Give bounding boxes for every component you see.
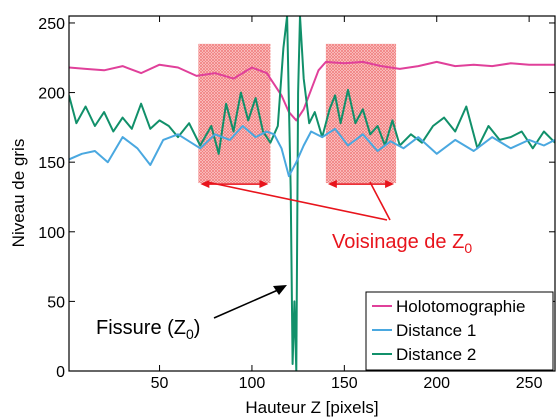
series-lines: [69, 16, 555, 371]
range-arrow-head-left-2: [327, 180, 337, 189]
range-arrow-head-right-1: [259, 180, 269, 189]
y-tick-label-100: 100: [38, 225, 65, 242]
fissure-arrow-head: [273, 285, 287, 295]
fissure-label-main: Fissure (Z: [96, 317, 186, 339]
range-arrow-head-right-2: [385, 180, 395, 189]
fissure-label-close: ): [194, 317, 201, 339]
y-tick-label-0: 0: [56, 364, 65, 381]
y-axis-title: Niveau de gris: [9, 139, 28, 248]
voisinage-label: Voisinage de Z0: [332, 231, 472, 256]
fissure-annotation: Fissure (Z0): [96, 285, 287, 342]
voisinage-arrow-left: [206, 181, 388, 221]
voisinage-arrow-right: [369, 181, 391, 221]
legend: Holotomographie Distance 1 Distance 2: [365, 291, 554, 371]
y-tick-label-150: 150: [38, 155, 65, 172]
range-arrow-head-left-1: [200, 180, 210, 189]
fissure-label-sub: 0: [186, 326, 194, 342]
series-line-distance2: [69, 16, 555, 371]
voisinage-annotation: Voisinage de Z0: [200, 180, 472, 256]
x-tick-label-250: 250: [516, 375, 543, 392]
x-axis-title: Hauteur Z [pixels]: [245, 398, 378, 417]
plot-frame: [68, 15, 556, 372]
voisinage-label-main: Voisinage de Z: [332, 231, 464, 253]
legend-label-distance2: Distance 2: [396, 345, 476, 364]
series-line-distance1: [69, 125, 555, 178]
fissure-label: Fissure (Z0): [96, 317, 200, 342]
range-arrows: [200, 180, 395, 189]
y-tick-label-50: 50: [47, 294, 65, 311]
y-tick-label-250: 250: [38, 16, 65, 33]
y-tick-label-200: 200: [38, 86, 65, 103]
x-tick-label-50: 50: [151, 375, 169, 392]
series-line-holotomographie: [69, 60, 555, 122]
legend-label-holotomographie: Holotomographie: [396, 297, 525, 316]
x-tick-label-150: 150: [331, 375, 358, 392]
x-tick-label-100: 100: [239, 375, 266, 392]
legend-box: [365, 291, 554, 371]
fissure-arrow-line: [213, 289, 279, 319]
legend-label-distance1: Distance 1: [396, 321, 476, 340]
axis-ticks: 50 100 150 200 250 0 50 100 150 200 250: [38, 16, 555, 392]
x-tick-label-200: 200: [423, 375, 450, 392]
voisinage-label-sub: 0: [464, 240, 472, 256]
